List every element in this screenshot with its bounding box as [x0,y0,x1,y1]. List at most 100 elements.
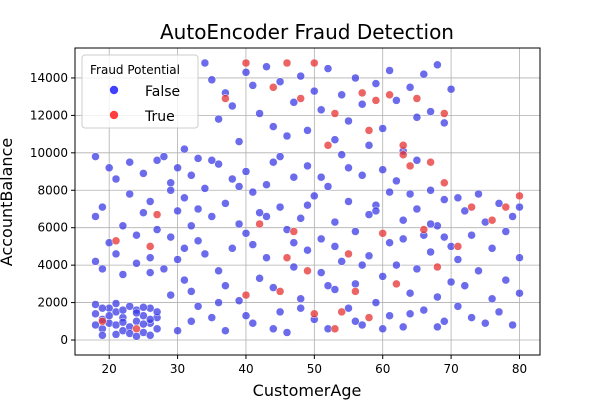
data-point-false [323,281,333,290]
data-point-true [453,242,463,251]
x-tick-label: 80 [512,362,527,376]
data-point-false [453,255,463,264]
data-point-false [371,206,381,216]
data-point-false [440,232,449,242]
data-point-false [187,317,196,326]
data-point-false [330,285,340,294]
data-point-true [310,58,319,68]
data-point-false [398,215,408,225]
data-point-false [426,186,435,195]
data-point-false [193,154,203,163]
data-point-true [111,236,121,246]
data-point-false [255,109,264,118]
data-point-false [275,202,285,212]
data-point-true [440,109,449,118]
data-point-true [351,287,360,296]
data-point-false [234,219,244,229]
data-point-false [180,275,189,285]
x-tick-label: 70 [443,362,458,376]
data-point-false [385,311,394,320]
y-tick-label: 0 [60,333,68,347]
data-point-false [440,195,449,204]
data-point-false [310,191,319,201]
data-point-false [255,208,264,217]
data-point-false [289,262,299,272]
data-point-false [91,152,100,161]
data-point-false [187,171,196,180]
data-point-false [344,163,353,173]
data-point-false [152,324,162,334]
data-point-false [91,212,100,221]
data-point-false [193,302,203,311]
data-point-false [344,116,353,126]
data-point-false [474,266,483,276]
data-point-true [501,202,511,212]
data-point-true [385,90,394,100]
data-point-false [234,296,244,305]
data-point-false [214,298,223,307]
data-point-false [433,60,442,70]
data-point-false [214,159,223,169]
data-point-false [91,300,100,309]
data-point-true [98,317,107,326]
data-point-true [241,290,251,300]
data-point-false [357,99,367,109]
data-point-false [494,199,504,208]
data-point-false [508,320,517,330]
data-point-false [426,107,435,116]
data-point-false [419,305,429,315]
data-point-false [125,302,134,311]
data-point-true [426,157,435,167]
data-point-false [152,225,162,234]
data-point-true [303,266,312,276]
legend-label-true: True [144,109,175,125]
y-tick-label: 12000 [30,108,68,122]
data-point-false [323,182,333,191]
data-point-false [440,317,449,326]
data-point-false [255,274,264,283]
data-point-false [316,105,326,115]
data-point-false [282,131,292,141]
data-point-false [159,264,169,274]
data-point-false [248,318,258,328]
data-point-false [241,167,251,176]
data-point-false [269,283,278,292]
data-point-false [269,324,278,334]
data-point-false [200,249,210,259]
data-point-false [405,288,415,298]
data-point-false [371,79,381,88]
data-point-false [118,317,128,327]
data-point-false [337,150,346,159]
data-point-false [357,171,367,180]
data-point-false [412,264,422,274]
legend-marker-true [109,110,119,120]
data-point-false [501,227,511,236]
data-point-false [364,141,374,150]
data-point-true [323,141,333,150]
data-point-false [214,114,223,124]
data-point-false [125,189,134,199]
data-point-false [357,320,367,330]
x-tick-label: 20 [102,362,117,376]
y-tick-label: 4000 [37,258,68,272]
data-point-false [241,311,251,320]
data-point-false [289,238,299,247]
data-point-false [166,178,175,188]
legend-label-false: False [145,84,180,100]
data-point-true [398,141,408,150]
data-point-false [228,101,237,111]
y-tick-label: 14000 [30,71,68,85]
data-point-false [392,260,401,270]
data-point-false [446,277,456,287]
data-point-false [412,204,422,214]
data-point-false [180,244,189,253]
data-point-false [166,290,175,300]
data-point-false [275,77,285,86]
data-point-false [330,217,340,227]
data-point-true [487,215,497,225]
x-tick-label: 60 [375,362,390,376]
data-point-false [98,202,107,212]
data-point-false [378,124,387,133]
data-point-false [111,299,121,308]
